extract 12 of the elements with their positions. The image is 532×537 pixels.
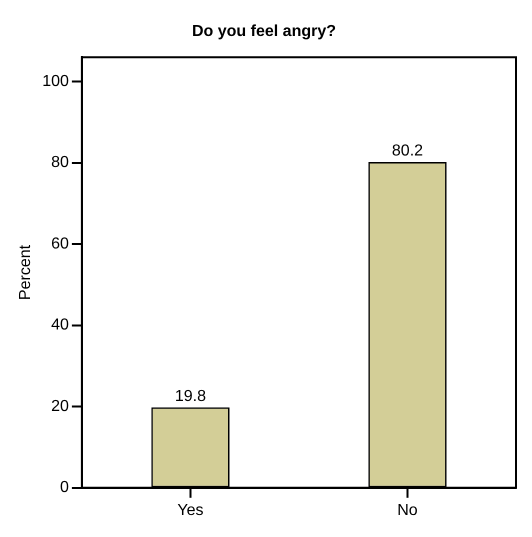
- x-tick-label: No: [397, 502, 418, 519]
- y-tick-label: 20: [51, 398, 69, 415]
- y-tick-label: 100: [42, 72, 69, 90]
- y-tick-label: 60: [51, 235, 69, 252]
- data-label: 19.8: [174, 388, 206, 405]
- y-tick-label: 80: [51, 154, 69, 172]
- y-axis-title: Percent: [17, 244, 34, 300]
- y-tick-label: 0: [60, 479, 69, 496]
- y-tick-label: 40: [51, 316, 69, 334]
- chart-title: Do you feel angry?: [192, 23, 336, 40]
- data-label: 80.2: [392, 142, 424, 160]
- x-tick-label: Yes: [177, 502, 204, 519]
